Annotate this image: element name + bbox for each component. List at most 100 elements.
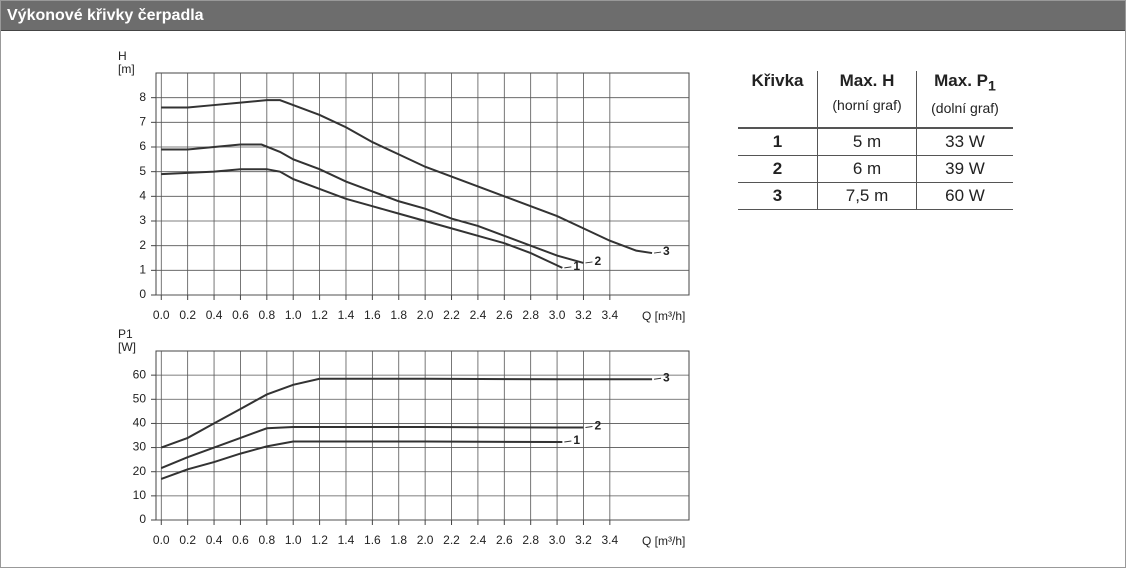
y-tick-label: 2 bbox=[139, 238, 146, 252]
header-sub: 1 bbox=[987, 78, 996, 95]
y-tick-label: 50 bbox=[133, 391, 147, 405]
x-tick-label: 0.4 bbox=[206, 533, 223, 547]
header-label: Max. P bbox=[934, 71, 988, 90]
x-tick-label: 0.8 bbox=[258, 308, 275, 322]
y-tick-label: 20 bbox=[133, 464, 147, 478]
curve bbox=[160, 426, 584, 470]
x-axis-label: Q [m³/h] bbox=[642, 309, 685, 323]
x-tick-label: 3.4 bbox=[601, 533, 618, 547]
x-tick-label: 1.4 bbox=[338, 533, 355, 547]
curve bbox=[160, 377, 653, 449]
x-tick-label: 1.2 bbox=[311, 533, 328, 547]
x-tick-label: 0.6 bbox=[232, 533, 249, 547]
table-cell: 1 bbox=[738, 128, 818, 156]
x-tick-label: 1.0 bbox=[285, 308, 302, 322]
y-tick-label: 1 bbox=[139, 263, 146, 277]
y-tick-label: 8 bbox=[139, 90, 146, 104]
x-tick-label: 0.4 bbox=[206, 308, 223, 322]
y-tick-label: 0 bbox=[139, 287, 146, 301]
table-cell: 33 W bbox=[916, 128, 1013, 156]
table-cell: 5 m bbox=[817, 128, 917, 156]
x-tick-label: 2.6 bbox=[496, 533, 513, 547]
table-header-cell: Max. H (horní graf) bbox=[817, 71, 917, 129]
plot-area bbox=[155, 72, 690, 296]
legend-leader bbox=[585, 426, 593, 429]
x-tick-label: 2.0 bbox=[417, 533, 434, 547]
legend-label: 3 bbox=[663, 370, 670, 384]
y-tick-label: 3 bbox=[139, 213, 146, 227]
table-cell: 60 W bbox=[916, 182, 1013, 210]
table-row: 3 7,5 m 60 W bbox=[738, 182, 1013, 210]
legend-label: 1 bbox=[573, 433, 580, 447]
table: Křivka Max. H (horní graf) Max. P1 (dolní … bbox=[738, 71, 1013, 210]
x-tick-label: 0.2 bbox=[179, 533, 196, 547]
table-header-cell: Max. P1 (dolní graf) bbox=[916, 71, 1013, 129]
x-tick-label: 3.4 bbox=[601, 308, 618, 322]
legend-leader bbox=[564, 266, 572, 269]
y-tick-label: 10 bbox=[133, 488, 147, 502]
table-cell: 3 bbox=[738, 182, 818, 210]
x-tick-label: 1.8 bbox=[390, 308, 407, 322]
header-note: (horní graf) bbox=[832, 97, 902, 113]
x-tick-label: 1.8 bbox=[390, 533, 407, 547]
x-tick-label: 3.0 bbox=[549, 533, 566, 547]
legend-label: 2 bbox=[594, 419, 601, 433]
curve bbox=[160, 440, 563, 480]
legend-leader bbox=[585, 261, 593, 264]
table-header-cell: Křivka bbox=[738, 71, 818, 129]
x-tick-label: 2.0 bbox=[417, 308, 434, 322]
legend-label: 3 bbox=[663, 244, 670, 258]
table-cell: 6 m bbox=[817, 155, 917, 183]
x-tick-label: 1.0 bbox=[285, 533, 302, 547]
table-header: Křivka Max. H (horní graf) Max. P1 (dolní … bbox=[738, 71, 1013, 129]
header-label: Max. H bbox=[839, 71, 895, 90]
curve bbox=[161, 143, 584, 264]
x-tick-label: 2.4 bbox=[470, 533, 487, 547]
x-tick-label: 2.6 bbox=[496, 308, 513, 322]
legend-leader bbox=[653, 251, 662, 254]
legend-leader bbox=[653, 377, 662, 380]
x-tick-label: 2.4 bbox=[470, 308, 487, 322]
x-tick-label: 1.2 bbox=[311, 308, 328, 322]
header-note: (dolní graf) bbox=[931, 100, 999, 117]
x-tick-label: 0.0 bbox=[153, 308, 170, 322]
x-tick-label: 0.2 bbox=[179, 308, 196, 322]
curve bbox=[161, 168, 563, 269]
legend-label: 2 bbox=[594, 254, 601, 268]
plot-area bbox=[155, 350, 690, 521]
x-tick-label: 2.8 bbox=[522, 308, 539, 322]
x-tick-label: 0.0 bbox=[153, 533, 170, 547]
x-tick-label: 1.6 bbox=[364, 308, 381, 322]
curve bbox=[161, 99, 653, 255]
y-axis-label: H bbox=[118, 49, 127, 63]
y-axis-label: [W] bbox=[118, 340, 136, 354]
legend-leader bbox=[564, 440, 572, 443]
x-tick-label: 1.6 bbox=[364, 533, 381, 547]
x-tick-label: 2.2 bbox=[443, 533, 460, 547]
x-tick-label: 2.8 bbox=[522, 533, 539, 547]
x-tick-label: 0.6 bbox=[232, 308, 249, 322]
table-cell: 7,5 m bbox=[817, 182, 917, 210]
table-cell: 2 bbox=[738, 155, 818, 183]
y-tick-label: 7 bbox=[139, 115, 146, 129]
y-tick-label: 6 bbox=[139, 139, 146, 153]
header-label: Křivka bbox=[751, 71, 804, 90]
x-tick-label: 2.2 bbox=[443, 308, 460, 322]
y-tick-label: 40 bbox=[133, 416, 147, 430]
y-axis-label: P1 bbox=[118, 327, 133, 341]
y-tick-label: 4 bbox=[139, 189, 146, 203]
header-title: Výkonové křivky čerpadla bbox=[1, 1, 1125, 31]
y-tick-label: 60 bbox=[133, 367, 147, 381]
x-tick-label: 3.2 bbox=[575, 533, 592, 547]
y-tick-label: 5 bbox=[139, 164, 146, 178]
table-cell: 39 W bbox=[916, 155, 1013, 183]
legend-label: 1 bbox=[573, 259, 580, 273]
y-tick-label: 30 bbox=[133, 440, 147, 454]
x-tick-label: 1.4 bbox=[338, 308, 355, 322]
x-tick-label: 0.8 bbox=[258, 533, 275, 547]
y-axis-label: [m] bbox=[118, 62, 135, 76]
x-tick-label: 3.2 bbox=[575, 308, 592, 322]
